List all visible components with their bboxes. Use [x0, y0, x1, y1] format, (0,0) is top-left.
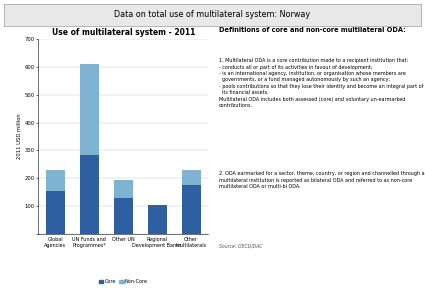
Text: Definitions of core and non-core multilateral ODA:: Definitions of core and non-core multila… [219, 27, 406, 33]
Bar [182, 185, 201, 234]
Title: Use of multilateral system - 2011: Use of multilateral system - 2011 [51, 28, 195, 37]
Text: Source: OECD/DAC: Source: OECD/DAC [219, 244, 262, 249]
Bar [80, 64, 99, 154]
Bar [182, 170, 201, 185]
Bar [148, 205, 167, 234]
Bar [80, 154, 99, 234]
Bar [46, 170, 65, 191]
Y-axis label: 2011 USD million: 2011 USD million [17, 114, 22, 159]
Legend: Core, Non-Core: Core, Non-Core [96, 277, 150, 286]
Bar [46, 191, 65, 234]
Text: 1. Multilateral ODA is a core contribution made to a recipient institution that:: 1. Multilateral ODA is a core contributi… [219, 58, 423, 108]
Text: Data on total use of multilateral system: Norway: Data on total use of multilateral system… [114, 10, 311, 19]
Bar [114, 180, 133, 198]
Bar [114, 198, 133, 234]
Text: 2. ODA earmarked for a sector, theme, country, or region and channelled through : 2. ODA earmarked for a sector, theme, co… [219, 171, 425, 189]
